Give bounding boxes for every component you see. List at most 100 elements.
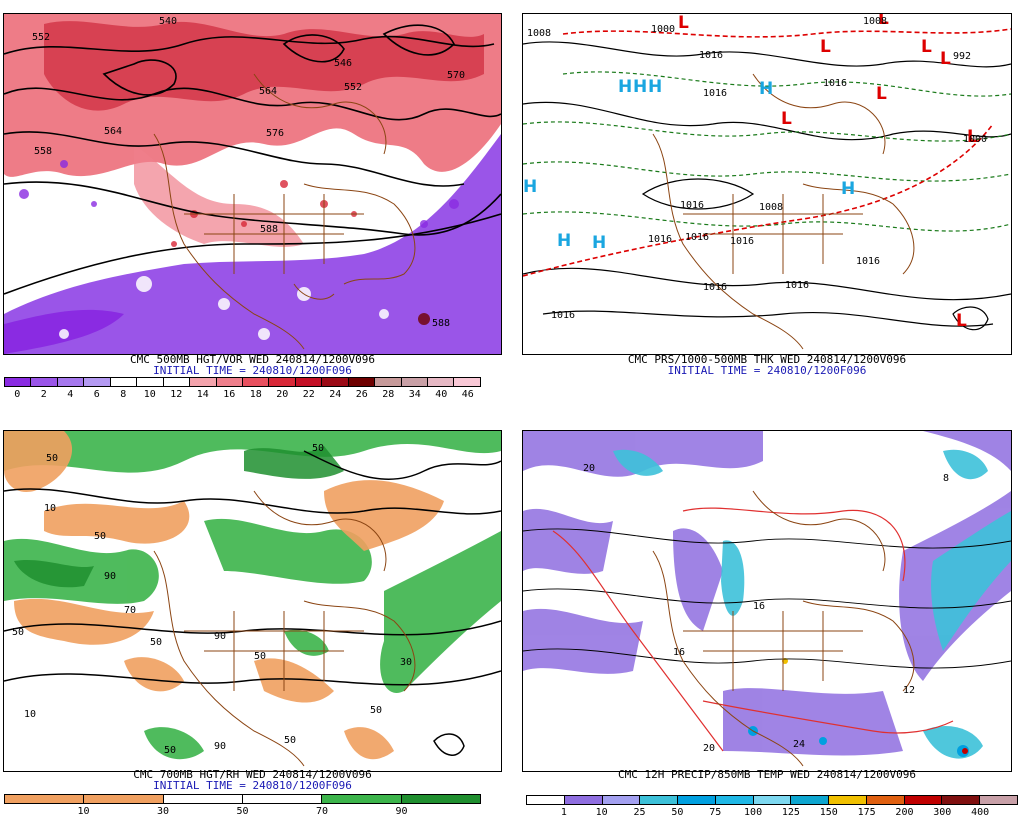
color-scale-label: 12 <box>170 389 183 400</box>
color-scale-label: 200 <box>895 807 914 818</box>
contour-label: 564 <box>259 86 277 97</box>
color-scale-swatch <box>753 796 792 804</box>
color-scale-swatch <box>84 795 164 803</box>
isobar-label: 1016 <box>730 236 754 247</box>
low-pressure-marker: L <box>678 14 689 33</box>
map-frame <box>522 13 1012 355</box>
temperature-label: 8 <box>943 473 949 484</box>
contour-label: 10 <box>24 709 36 720</box>
color-scale-ticks: 0 2 4 6 8 10 12 14 16 18 20 22 24 26 28 34 40 46 <box>4 389 481 401</box>
temperature-label: 24 <box>793 739 805 750</box>
color-scale-swatch <box>163 378 191 386</box>
color-scale-label: 400 <box>971 807 990 818</box>
contour-label: 90 <box>214 631 226 642</box>
color-scale-swatch <box>527 796 565 804</box>
contour-label: 50 <box>164 745 176 756</box>
color-scale-swatch <box>866 796 905 804</box>
contour-label: 570 <box>447 70 465 81</box>
map-frame <box>3 13 502 355</box>
map-500mb-vorticity: 552 540 552 546 564 564 576 558 588 588 … <box>4 14 501 354</box>
color-scale-label: 175 <box>857 807 876 818</box>
isobar-label: 1008 <box>863 16 887 27</box>
temperature-label: 20 <box>583 463 595 474</box>
color-scale-label: 50 <box>671 807 684 818</box>
color-scale-label: 6 <box>93 389 100 400</box>
color-scale-label: 46 <box>461 389 474 400</box>
color-scale-swatch <box>401 378 428 386</box>
color-scale-label: 10 <box>77 806 90 817</box>
color-scale-swatch <box>375 378 402 386</box>
contour-label: 50 <box>46 453 58 464</box>
map-precip-850mb-temp: 20 20 16 12 8 16 24 <box>523 431 1011 771</box>
color-scale-label: 25 <box>633 807 646 818</box>
color-scale-ticks: 10 30 50 70 90 <box>4 806 481 818</box>
color-scale-swatch <box>57 378 85 386</box>
map-pressure-thickness: H H H H H H H H L L L L L L L L L 1008 <box>523 14 1011 354</box>
color-scale-label: 8 <box>120 389 127 400</box>
color-scale-swatch <box>242 795 323 803</box>
color-scale-swatch <box>322 795 402 803</box>
color-scale-label: 150 <box>819 807 838 818</box>
color-scale-ticks: 1 10 25 50 75 100 125 150 175 200 300 400 <box>526 807 1018 819</box>
color-scale-label: 28 <box>382 389 395 400</box>
isobar-label: 1016 <box>699 50 723 61</box>
color-scale-label: 0 <box>14 389 21 400</box>
high-pressure-marker: H <box>523 177 537 197</box>
contour-label: 70 <box>124 605 136 616</box>
panel-title: CMC 12H PRECIP/850MB TEMP WED 240814/120… <box>617 768 916 781</box>
contour-label: 588 <box>432 318 450 329</box>
color-scale-swatch <box>137 378 164 386</box>
color-scale-label: 18 <box>249 389 262 400</box>
color-scale-swatch <box>322 378 349 386</box>
low-pressure-marker: L <box>876 84 887 104</box>
color-scale-label: 24 <box>329 389 342 400</box>
isobar-label: 1016 <box>685 232 709 243</box>
color-scale-label: 2 <box>40 389 47 400</box>
contour-label: 90 <box>214 741 226 752</box>
temperature-label: 20 <box>703 743 715 754</box>
color-scale-label: 16 <box>223 389 236 400</box>
color-scale-swatch <box>401 795 480 803</box>
color-scale-swatch <box>942 796 981 804</box>
color-scale <box>526 795 1018 805</box>
color-scale-label: 75 <box>709 807 722 818</box>
high-pressure-marker: H <box>841 179 855 199</box>
panel-subtitle: INITIAL TIME = 240810/1200F096 <box>153 779 352 792</box>
isobar-label: 1016 <box>856 256 880 267</box>
color-scale-label: 34 <box>408 389 421 400</box>
color-scale-swatch <box>31 378 58 386</box>
color-scale-label: 30 <box>156 806 170 817</box>
panel-pressure-thickness: H H H H H H H H L L L L L L L L L 1008 <box>512 0 1024 400</box>
contour-label: 552 <box>344 82 362 93</box>
color-scale-label: 1 <box>560 807 567 818</box>
isobar-label: 1016 <box>680 200 704 211</box>
panel-700mb-rh: 50 50 50 10 90 50 70 50 90 50 50 50 10 9… <box>0 419 512 819</box>
color-scale-swatch <box>454 378 480 386</box>
contour-label: 30 <box>400 657 412 668</box>
isobar-label: 1016 <box>648 234 672 245</box>
high-pressure-marker: H <box>557 231 571 251</box>
contour-label: 540 <box>159 16 177 27</box>
contour-label: 10 <box>44 503 56 514</box>
panel-subtitle: INITIAL TIME = 240810/1200F096 <box>667 364 867 377</box>
color-scale-label: 50 <box>236 806 249 817</box>
contour-label: 546 <box>334 58 352 69</box>
map-frame <box>3 430 502 772</box>
isobar-label: 1008 <box>759 202 783 213</box>
isobar-label: 1008 <box>527 28 551 39</box>
color-scale-label: 4 <box>67 389 74 400</box>
contour-label: 50 <box>370 705 382 716</box>
color-scale-swatch <box>216 378 243 386</box>
high-pressure-marker: H <box>648 77 662 97</box>
panel-title: CMC PRS/1000-500MB THK WED 240814/1200V0… <box>627 353 907 366</box>
color-scale-swatch <box>904 796 943 804</box>
contour-label: 588 <box>260 224 278 235</box>
color-scale-swatch <box>295 378 323 386</box>
low-pressure-marker: L <box>820 37 831 57</box>
panel-precip-850mb-temp: 20 20 16 12 8 16 24 CMC 12H PRECIP/850MB… <box>512 419 1024 819</box>
color-scale-swatch <box>348 378 376 386</box>
contour-label: 50 <box>284 735 296 746</box>
isobar-label: 1016 <box>703 282 727 293</box>
contour-label: 90 <box>104 571 116 582</box>
panel-title: CMC 700MB HGT/RH WED 240814/1200V096 <box>133 768 372 781</box>
